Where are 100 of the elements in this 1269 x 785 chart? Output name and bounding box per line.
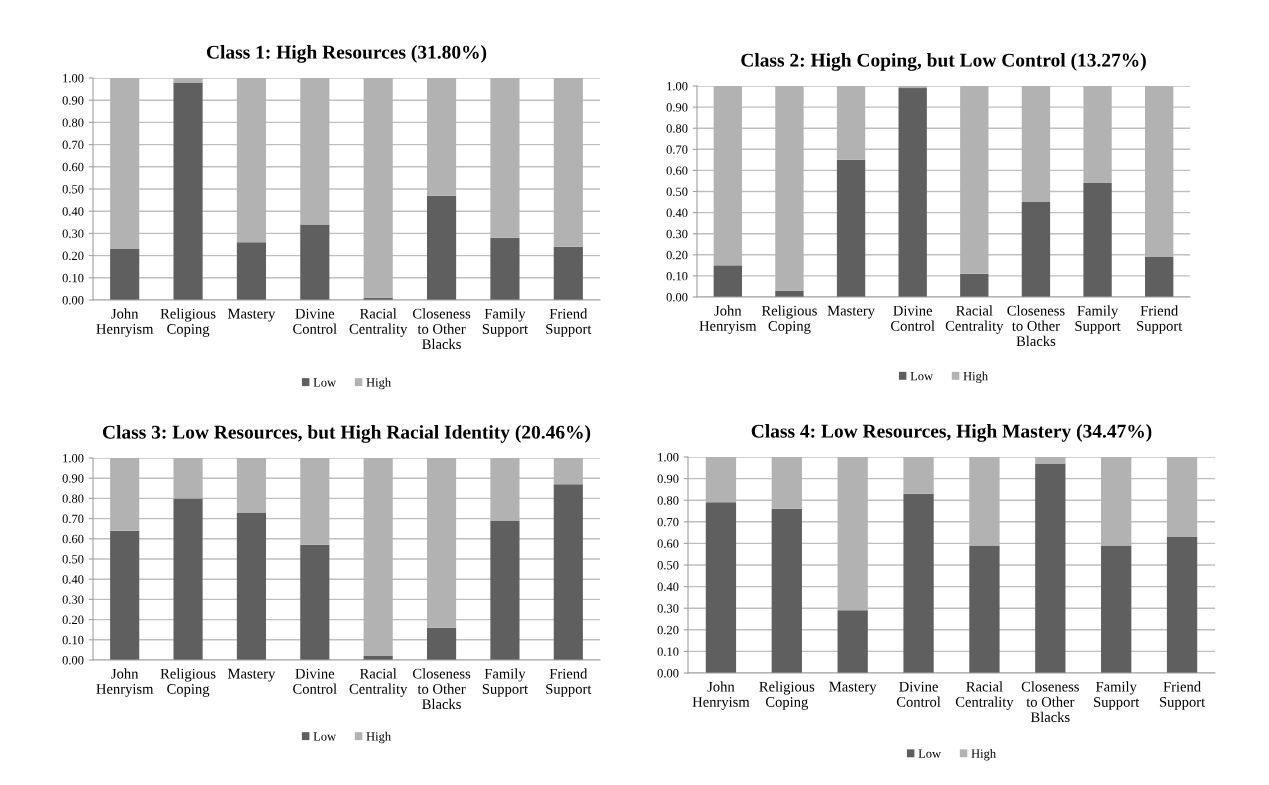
x-tick-label: Mastery (829, 681, 877, 695)
bar (960, 86, 989, 274)
y-tick-label: 0.70 (62, 140, 84, 150)
chart-title: Class 1: High Resources (31.80%) (206, 45, 487, 63)
bar (553, 484, 583, 660)
x-tick-label: Racial Centrality (955, 681, 1014, 710)
legend-label: High (963, 371, 988, 383)
y-tick-label: 0.40 (666, 208, 688, 218)
bar (1166, 536, 1198, 673)
bar (173, 498, 203, 660)
y-tick-label: 1.00 (658, 453, 679, 462)
y-tick-label: 0.30 (657, 604, 679, 613)
x-tick-label: Family Support (1075, 305, 1121, 334)
y-tick-label: 0.80 (62, 494, 84, 503)
bar (836, 86, 866, 160)
x-tick-label: Closeness to Other Blacks (412, 668, 471, 710)
bar (960, 273, 989, 297)
y-tick-label: 0.50 (657, 561, 679, 570)
y-tick-label: 0.90 (62, 474, 84, 483)
x-tick-label: John Henryism (96, 668, 154, 697)
x-tick-label: Racial Centrality (945, 305, 1004, 334)
y-tick-label: 0.00 (657, 669, 679, 678)
bar (553, 458, 583, 485)
bar (110, 530, 140, 660)
bar (236, 512, 267, 660)
bar (1083, 86, 1112, 184)
bar (363, 458, 393, 656)
bar (836, 159, 866, 297)
x-tick-label: John Henryism (96, 308, 154, 337)
bar (969, 457, 1000, 546)
y-tick-label: 0.20 (62, 615, 84, 625)
bar (426, 195, 457, 300)
bar (969, 545, 1000, 673)
bar (236, 458, 267, 513)
x-tick-label: Mastery (227, 308, 276, 322)
y-tick-label: 0.10 (62, 635, 84, 645)
y-tick-label: 1.00 (63, 454, 84, 463)
x-tick-label: Religious Coping (761, 305, 817, 334)
bar (1083, 183, 1112, 297)
bar (903, 493, 934, 673)
legend-label: Low (313, 732, 337, 741)
bar (705, 502, 737, 673)
x-tick-label: Divine Control (293, 308, 337, 334)
bar (771, 457, 802, 509)
x-tick-label: John Henryism (692, 681, 750, 710)
bar (775, 86, 804, 291)
y-tick-label: 0.40 (62, 207, 84, 216)
bar (300, 78, 330, 225)
bar (110, 78, 140, 249)
x-tick-label: Friend Support (1137, 305, 1183, 334)
y-tick-label: 0.70 (657, 517, 679, 527)
bar (898, 88, 927, 297)
y-tick-label: 0.60 (62, 162, 84, 172)
y-tick-label: 0.30 (666, 229, 688, 239)
x-tick-label: Mastery (827, 305, 875, 319)
bar (1145, 86, 1174, 257)
y-tick-label: 0.70 (62, 514, 84, 524)
bar (173, 78, 203, 83)
bar (1166, 457, 1198, 537)
legend-label: High (366, 731, 391, 744)
x-tick-label: Religious Coping (160, 668, 216, 697)
y-tick-label: 0.90 (62, 96, 84, 105)
chart-title: Class 4: Low Resources, High Mastery (34.47%) (751, 424, 1152, 442)
y-tick-label: 0.70 (666, 145, 688, 154)
x-tick-label: Religious Coping (160, 308, 216, 337)
bar (837, 610, 868, 673)
bar (553, 78, 583, 247)
bar (1101, 545, 1132, 673)
x-tick-label: Closeness to Other Blacks (1007, 305, 1065, 347)
y-tick-label: 1.00 (667, 82, 688, 91)
bar (903, 457, 934, 494)
y-tick-label: 0.60 (62, 534, 84, 544)
y-tick-label: 1.00 (63, 74, 84, 83)
y-tick-label: 0.10 (666, 271, 688, 281)
bar (490, 78, 520, 238)
bar (1021, 202, 1051, 297)
bar (490, 520, 520, 660)
bar (1101, 457, 1132, 546)
bar (898, 86, 927, 89)
bar (236, 78, 267, 243)
x-tick-label: Friend Support (546, 668, 592, 697)
y-tick-label: 0.20 (62, 251, 84, 261)
y-tick-label: 0.00 (62, 296, 84, 305)
y-tick-label: 0.90 (666, 103, 688, 112)
x-tick-label: Closeness to Other Blacks (1021, 681, 1079, 723)
bar (426, 458, 457, 628)
y-tick-label: 0.10 (62, 273, 84, 283)
y-tick-label: 0.30 (62, 229, 84, 238)
bar (363, 78, 393, 298)
chart-title: Class 3: Low Resources, but High Racial Identity (20.46%) (102, 425, 591, 443)
y-tick-label: 0.90 (657, 474, 679, 484)
bar (1021, 86, 1051, 203)
legend-label: Low (910, 372, 934, 381)
legend-label: Low (313, 378, 337, 387)
bar (110, 248, 140, 300)
x-tick-label: Racial Centrality (349, 668, 408, 697)
y-tick-label: 0.80 (62, 118, 84, 127)
bar (837, 457, 868, 611)
bar (236, 242, 267, 300)
x-tick-label: Family Support (482, 308, 528, 337)
